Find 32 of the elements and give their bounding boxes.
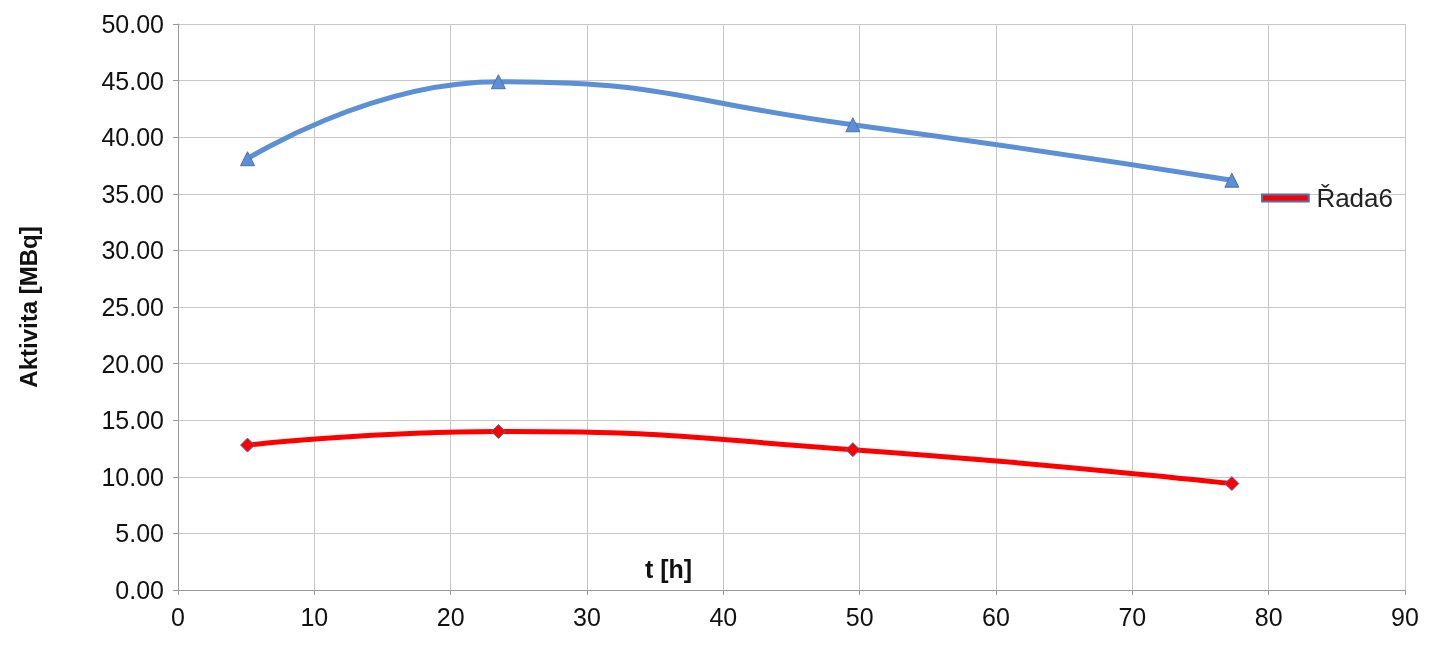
point — [240, 437, 256, 453]
y-tick-label: 5.00 — [115, 519, 164, 548]
x-tick-label: 10 — [300, 602, 329, 631]
x-tick-label: 40 — [709, 602, 738, 631]
y-tick-label: 30.00 — [101, 236, 164, 265]
y-axis-title: Aktivita [MBq] — [14, 226, 42, 388]
point — [240, 151, 256, 167]
point — [490, 424, 506, 440]
y-tick-label: 25.00 — [101, 293, 164, 321]
y-tick-label: 15.00 — [101, 406, 164, 435]
y-tick-label: 10.00 — [101, 462, 164, 491]
x-tick-label: 20 — [436, 602, 465, 631]
point — [1224, 476, 1240, 492]
y-tick-label: 45.00 — [101, 66, 164, 95]
point — [845, 117, 861, 133]
x-tick-label: 0 — [171, 602, 185, 631]
x-tick-label: 80 — [1254, 602, 1283, 631]
x-tick-label: 60 — [982, 602, 1010, 631]
point — [1224, 172, 1240, 188]
x-axis-title: t [h] — [645, 554, 693, 583]
y-tick-label: 40.00 — [101, 123, 164, 152]
y-tick-label: 35.00 — [101, 179, 164, 208]
y-tick-label: 50.00 — [101, 10, 164, 38]
y-tick-label: 20.00 — [101, 349, 164, 378]
x-tick-label: 70 — [1118, 602, 1147, 631]
x-tick-label: 30 — [573, 602, 601, 631]
legend-label: Řada6 — [1316, 183, 1394, 213]
x-tick-label: 90 — [1391, 602, 1419, 631]
point — [845, 442, 861, 458]
y-tick-label: 0.00 — [115, 576, 164, 604]
point — [490, 74, 506, 90]
x-tick-label: 50 — [845, 602, 874, 631]
